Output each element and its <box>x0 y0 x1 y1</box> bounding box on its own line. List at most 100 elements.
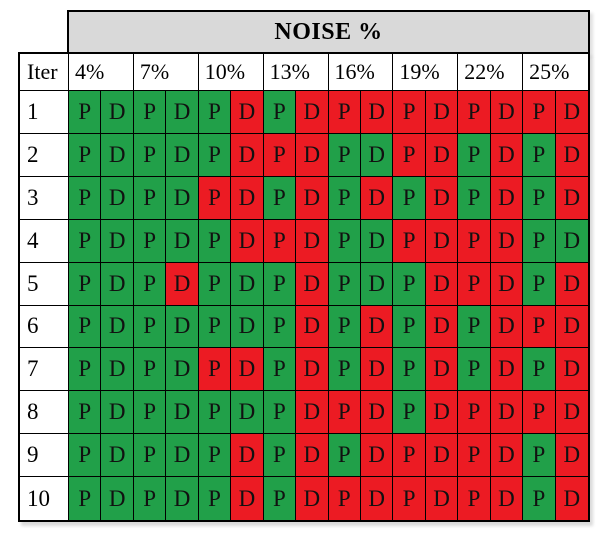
result-cell-19pct-P-row2: P <box>393 133 426 177</box>
result-cell-7pct-P-row7: P <box>133 348 167 392</box>
result-cell-22pct-D-row2: D <box>490 133 524 177</box>
result-cell-10pct-P-row9: P <box>198 434 232 478</box>
result-cell-25pct-D-row5: D <box>555 262 588 306</box>
result-cell-16pct-D-row4: D <box>360 219 394 263</box>
result-cell-25pct-D-row10: D <box>555 477 588 520</box>
noise-col-header-19pct: 19% <box>393 54 459 91</box>
result-cell-22pct-D-row8: D <box>490 391 524 435</box>
result-cell-22pct-D-row10: D <box>490 477 524 520</box>
result-cell-19pct-P-row5: P <box>393 262 426 306</box>
result-cell-4pct-D-row5: D <box>101 262 134 306</box>
result-cell-19pct-D-row9: D <box>425 434 459 478</box>
result-cell-7pct-D-row9: D <box>166 434 199 478</box>
result-cell-7pct-P-row10: P <box>133 477 167 520</box>
result-cell-22pct-D-row9: D <box>490 434 524 478</box>
result-cell-25pct-P-row7: P <box>523 348 556 392</box>
result-cell-10pct-P-row10: P <box>198 477 232 520</box>
result-cell-7pct-P-row6: P <box>133 305 167 349</box>
result-cell-13pct-D-row1: D <box>296 91 329 134</box>
result-cell-4pct-P-row5: P <box>69 262 102 306</box>
result-cell-7pct-P-row3: P <box>133 176 167 220</box>
result-cell-16pct-P-row4: P <box>328 219 361 263</box>
result-cell-10pct-D-row2: D <box>231 133 264 177</box>
result-cell-13pct-P-row2: P <box>263 133 297 177</box>
result-cell-19pct-P-row7: P <box>393 348 426 392</box>
result-cell-22pct-P-row2: P <box>458 133 491 177</box>
result-cell-16pct-P-row5: P <box>328 262 361 306</box>
result-cell-22pct-D-row1: D <box>490 91 524 134</box>
result-cell-7pct-D-row6: D <box>166 305 199 349</box>
result-cell-10pct-P-row3: P <box>198 176 232 220</box>
result-cell-10pct-D-row6: D <box>231 305 264 349</box>
result-cell-4pct-D-row10: D <box>101 477 134 520</box>
result-cell-4pct-D-row4: D <box>101 219 134 263</box>
result-cell-22pct-P-row6: P <box>458 305 491 349</box>
result-cell-16pct-P-row10: P <box>328 477 361 520</box>
result-cell-19pct-D-row8: D <box>425 391 459 435</box>
result-cell-4pct-D-row1: D <box>101 91 134 134</box>
result-cell-19pct-D-row7: D <box>425 348 459 392</box>
result-cell-10pct-D-row1: D <box>231 91 264 134</box>
result-cell-4pct-D-row8: D <box>101 391 134 435</box>
result-cell-4pct-P-row10: P <box>69 477 102 520</box>
result-cell-10pct-P-row4: P <box>198 219 232 263</box>
result-cell-22pct-D-row5: D <box>490 262 524 306</box>
result-cell-7pct-P-row4: P <box>133 219 167 263</box>
result-cell-4pct-P-row3: P <box>69 176 102 220</box>
result-cell-13pct-D-row10: D <box>296 477 329 520</box>
result-cell-13pct-D-row5: D <box>296 262 329 306</box>
iter-row-label: 10 <box>20 477 69 520</box>
result-cell-19pct-D-row5: D <box>425 262 459 306</box>
result-cell-25pct-P-row8: P <box>523 391 556 435</box>
iter-row-label: 6 <box>20 305 69 349</box>
result-cell-13pct-P-row7: P <box>263 348 297 392</box>
result-cell-7pct-D-row1: D <box>166 91 199 134</box>
result-cell-19pct-D-row2: D <box>425 133 459 177</box>
result-cell-4pct-D-row3: D <box>101 176 134 220</box>
result-cell-19pct-P-row6: P <box>393 305 426 349</box>
result-cell-25pct-D-row8: D <box>555 391 588 435</box>
result-cell-19pct-P-row10: P <box>393 477 426 520</box>
result-cell-13pct-D-row6: D <box>296 305 329 349</box>
result-cell-13pct-D-row7: D <box>296 348 329 392</box>
result-cell-10pct-D-row4: D <box>231 219 264 263</box>
result-cell-22pct-D-row7: D <box>490 348 524 392</box>
result-cell-25pct-P-row9: P <box>523 434 556 478</box>
result-cell-7pct-P-row1: P <box>133 91 167 134</box>
result-cell-10pct-D-row8: D <box>231 391 264 435</box>
result-cell-16pct-D-row7: D <box>360 348 394 392</box>
noise-col-header-10pct: 10% <box>198 54 264 91</box>
result-cell-19pct-D-row1: D <box>425 91 459 134</box>
result-cell-10pct-D-row10: D <box>231 477 264 520</box>
result-cell-7pct-D-row5: D <box>166 262 199 306</box>
result-cell-13pct-P-row10: P <box>263 477 297 520</box>
noise-results-table: Iter 4% 7% 10% 13% 16% 19% 22% 25% 1 P D P D P D P D P D P D P… <box>18 52 590 522</box>
result-cell-19pct-P-row3: P <box>393 176 426 220</box>
result-cell-13pct-P-row8: P <box>263 391 297 435</box>
result-cell-4pct-P-row8: P <box>69 391 102 435</box>
result-cell-4pct-P-row2: P <box>69 133 102 177</box>
result-cell-13pct-D-row9: D <box>296 434 329 478</box>
result-cell-7pct-P-row9: P <box>133 434 167 478</box>
result-cell-13pct-P-row4: P <box>263 219 297 263</box>
result-cell-19pct-P-row4: P <box>393 219 426 263</box>
noise-col-header-7pct: 7% <box>133 54 199 91</box>
result-cell-7pct-D-row8: D <box>166 391 199 435</box>
result-cell-10pct-D-row5: D <box>231 262 264 306</box>
result-cell-22pct-P-row7: P <box>458 348 491 392</box>
noise-col-header-22pct: 22% <box>458 54 524 91</box>
result-cell-16pct-P-row1: P <box>328 91 361 134</box>
iter-row-label: 8 <box>20 391 69 435</box>
iter-row-label: 2 <box>20 133 69 177</box>
result-cell-4pct-P-row7: P <box>69 348 102 392</box>
result-cell-22pct-D-row3: D <box>490 176 524 220</box>
noise-col-header-16pct: 16% <box>328 54 394 91</box>
result-cell-10pct-P-row5: P <box>198 262 232 306</box>
result-cell-25pct-P-row6: P <box>523 305 556 349</box>
result-cell-25pct-D-row3: D <box>555 176 588 220</box>
result-cell-19pct-D-row10: D <box>425 477 459 520</box>
result-cell-10pct-P-row1: P <box>198 91 232 134</box>
result-cell-25pct-P-row4: P <box>523 219 556 263</box>
result-cell-25pct-D-row9: D <box>555 434 588 478</box>
result-cell-4pct-D-row7: D <box>101 348 134 392</box>
